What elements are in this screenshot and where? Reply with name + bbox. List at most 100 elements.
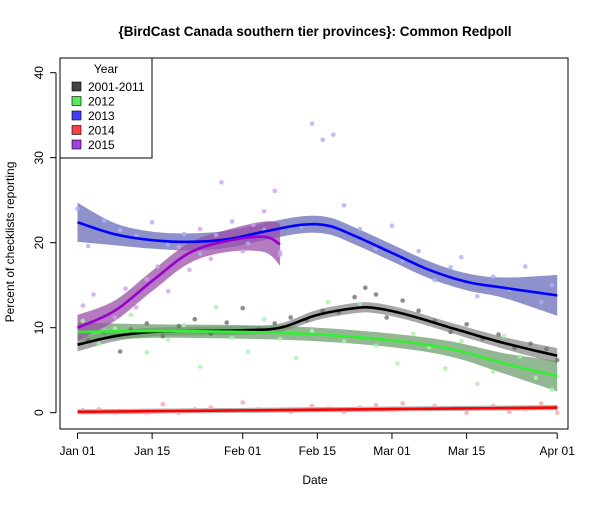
point-2013 — [474, 293, 480, 299]
y-tick-label: 30 — [32, 151, 46, 165]
point-2012 — [197, 364, 203, 370]
x-axis-label: Date — [302, 473, 328, 487]
x-tick-label: Jan 01 — [59, 444, 95, 458]
point-2012 — [165, 337, 171, 342]
point-2001-2011 — [416, 308, 421, 314]
point-2013 — [197, 251, 203, 257]
legend-swatch-2013 — [71, 110, 82, 121]
point-2001-2011 — [464, 322, 469, 327]
point-2015 — [277, 252, 283, 257]
band-2013 — [77, 202, 558, 316]
chart-title: {BirdCast Canada southern tier provinces… — [118, 24, 511, 39]
point-2013 — [448, 265, 453, 270]
point-2012 — [181, 322, 187, 328]
point-2012 — [128, 312, 134, 318]
point-2012 — [229, 335, 235, 341]
point-2012 — [442, 366, 448, 371]
point-2015 — [208, 256, 214, 262]
point-2014 — [464, 410, 469, 416]
point-2012 — [80, 318, 86, 324]
point-2012 — [341, 339, 347, 344]
point-2014 — [432, 403, 437, 409]
point-2001-2011 — [373, 292, 379, 297]
point-2013 — [213, 232, 219, 238]
point-2014 — [400, 401, 405, 406]
point-2015 — [80, 303, 86, 308]
scatter-points — [75, 121, 560, 416]
legend-label-2001-2011: 2001-2011 — [88, 80, 145, 94]
point-2013 — [490, 274, 496, 280]
point-2015 — [91, 292, 96, 297]
point-2014 — [373, 402, 379, 408]
point-2015 — [240, 248, 246, 254]
point-2015 — [219, 180, 224, 185]
point-2001-2011 — [554, 357, 560, 363]
point-2013 — [458, 254, 464, 260]
point-2015 — [123, 286, 128, 291]
legend-swatch-2015 — [71, 139, 82, 150]
point-2013 — [538, 299, 544, 305]
point-2012 — [213, 305, 219, 310]
point-2001-2011 — [544, 346, 549, 352]
point-2012 — [410, 331, 416, 336]
legend-swatch-2001-2011 — [71, 81, 82, 92]
point-2013 — [149, 220, 155, 225]
point-2014 — [240, 400, 246, 405]
point-2014 — [160, 401, 166, 407]
point-2013 — [85, 243, 91, 249]
point-2001-2011 — [144, 321, 150, 326]
legend-swatch-2012 — [71, 96, 82, 106]
point-2013 — [549, 282, 555, 288]
point-2015 — [176, 244, 182, 250]
point-2012 — [277, 336, 283, 342]
point-2001-2011 — [288, 315, 294, 320]
point-2014 — [538, 401, 544, 406]
point-2001-2011 — [528, 341, 533, 347]
point-2015 — [187, 267, 192, 273]
point-2012 — [474, 381, 480, 387]
point-2012 — [245, 349, 251, 354]
point-2001-2011 — [384, 315, 389, 320]
point-2013 — [432, 277, 437, 283]
x-tick-label: Mar 01 — [373, 444, 411, 458]
point-2001-2011 — [352, 294, 357, 300]
point-2014 — [208, 405, 214, 410]
point-2012 — [261, 316, 267, 322]
point-2001-2011 — [117, 349, 123, 354]
point-2012 — [490, 369, 496, 375]
plot-frame — [59, 57, 569, 430]
legend-label-2013: 2013 — [88, 109, 115, 123]
point-2015 — [272, 188, 278, 194]
point-2013 — [522, 264, 528, 269]
y-tick-label: 40 — [32, 66, 46, 80]
point-2001-2011 — [272, 321, 278, 326]
point-2013 — [373, 246, 379, 251]
point-2001-2011 — [224, 320, 230, 325]
point-2012 — [357, 301, 363, 307]
point-2013 — [416, 248, 421, 254]
x-tick-label: Feb 01 — [224, 444, 262, 458]
band-2012 — [77, 322, 558, 392]
point-2015 — [197, 226, 203, 232]
line-2012 — [77, 329, 558, 378]
point-2013 — [389, 223, 395, 228]
y-tick-label: 10 — [32, 321, 46, 335]
point-2001-2011 — [320, 308, 325, 314]
point-2013 — [245, 241, 251, 246]
point-2001-2011 — [363, 285, 368, 291]
confidence-bands — [77, 202, 558, 415]
point-2012 — [325, 299, 331, 305]
point-2015 — [144, 276, 150, 282]
point-2015 — [251, 222, 256, 228]
point-2001-2011 — [160, 333, 166, 339]
point-2013 — [75, 206, 80, 211]
line-2014 — [77, 406, 558, 414]
x-tick-label: Mar 15 — [448, 444, 486, 458]
point-2013 — [229, 219, 235, 224]
x-tick-label: Apr 01 — [540, 444, 576, 458]
x-tick-label: Feb 15 — [299, 444, 337, 458]
point-2001-2011 — [192, 316, 198, 322]
